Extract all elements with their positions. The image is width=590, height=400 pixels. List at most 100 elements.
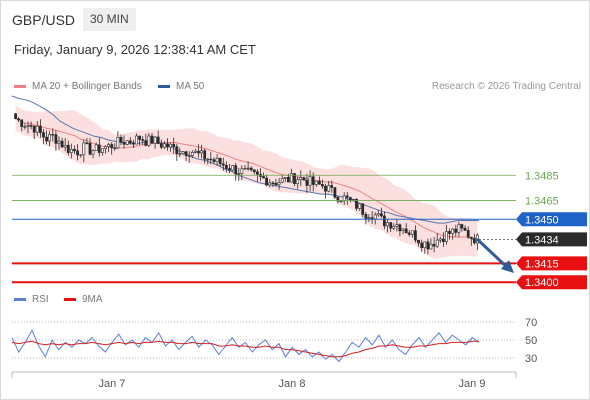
candle bbox=[82, 139, 86, 163]
candle bbox=[57, 136, 61, 150]
target-badge-1-3400 bbox=[516, 275, 587, 290]
candle bbox=[184, 150, 188, 162]
candle bbox=[141, 136, 145, 145]
candle-body-up bbox=[289, 173, 293, 183]
x-tick-jan9: Jan 9 bbox=[459, 378, 486, 390]
candle bbox=[345, 191, 349, 205]
candle bbox=[376, 210, 380, 217]
timeframe-button[interactable]: 30 MIN bbox=[83, 8, 136, 31]
candle bbox=[163, 141, 166, 149]
candle bbox=[333, 187, 337, 199]
candle-body-down bbox=[454, 228, 458, 233]
candle-body-down bbox=[42, 132, 45, 138]
candle bbox=[200, 144, 204, 159]
candle bbox=[395, 218, 399, 232]
candle-body-down bbox=[348, 197, 352, 201]
candle bbox=[190, 150, 194, 159]
candle-body-down bbox=[413, 230, 417, 241]
candle-body-down bbox=[460, 224, 464, 229]
candle bbox=[265, 174, 269, 187]
candle bbox=[457, 221, 461, 238]
candle bbox=[60, 137, 64, 148]
candle-body-up bbox=[386, 222, 389, 227]
candle-body-down bbox=[138, 135, 142, 140]
candle bbox=[454, 224, 458, 237]
rsi-swatch bbox=[14, 297, 26, 301]
candle-body-up bbox=[339, 200, 343, 202]
candle-body-up bbox=[153, 136, 157, 144]
candle bbox=[413, 225, 417, 243]
candle bbox=[132, 139, 135, 148]
candle-body-up bbox=[169, 143, 173, 148]
candle-body-down bbox=[302, 177, 306, 181]
candle bbox=[194, 148, 197, 154]
candle-body-down bbox=[113, 147, 117, 149]
candle-body-down bbox=[398, 224, 402, 232]
candle-body-down bbox=[265, 177, 269, 186]
candle bbox=[420, 239, 424, 252]
candle-body-down bbox=[45, 136, 49, 142]
candle-body-down bbox=[355, 199, 358, 209]
candle-body-up bbox=[107, 144, 111, 147]
candle bbox=[389, 221, 393, 232]
candle bbox=[444, 224, 448, 245]
candle bbox=[302, 176, 306, 181]
candle bbox=[159, 139, 163, 150]
candle-body-up bbox=[187, 155, 191, 157]
candle-body-up bbox=[200, 150, 204, 154]
candle-body-down bbox=[218, 158, 222, 165]
rsi-tick-70: 70 bbox=[525, 317, 537, 329]
candle bbox=[221, 157, 225, 171]
candle bbox=[38, 119, 42, 138]
candle bbox=[367, 214, 371, 223]
candle-body-down bbox=[32, 125, 36, 133]
candle-body-up bbox=[125, 140, 129, 145]
candle-body-down bbox=[274, 182, 278, 186]
candle-body-down bbox=[252, 169, 256, 173]
candle-body-up bbox=[35, 125, 39, 133]
candle-body-down bbox=[51, 134, 55, 136]
candle-body-down bbox=[293, 173, 296, 185]
candle bbox=[320, 179, 324, 189]
forecast-arrow-shaft bbox=[475, 237, 511, 271]
symbol-label: GBP/USD bbox=[12, 12, 76, 28]
last-price-badge bbox=[516, 232, 587, 247]
candle-body-up bbox=[392, 226, 396, 229]
candle-body-up bbox=[438, 238, 442, 241]
ma50-swatch bbox=[158, 84, 170, 88]
candle-body-down bbox=[97, 144, 101, 153]
candle-body-up bbox=[296, 179, 300, 185]
candle-body-down bbox=[320, 184, 324, 187]
candle bbox=[435, 233, 439, 248]
candle bbox=[166, 138, 169, 151]
candle-body-down bbox=[209, 158, 213, 161]
candle bbox=[451, 227, 455, 240]
candle-body-down bbox=[370, 217, 374, 220]
candle-body-down bbox=[20, 119, 24, 128]
candle-body-down bbox=[197, 150, 200, 154]
candle bbox=[432, 236, 436, 253]
ma50-line bbox=[11, 95, 479, 224]
candle-body-up bbox=[373, 214, 377, 220]
candle bbox=[237, 167, 241, 181]
candle bbox=[305, 173, 309, 193]
candle bbox=[382, 211, 386, 230]
candle-body-down bbox=[262, 176, 265, 179]
candle-body-down bbox=[85, 142, 89, 144]
candle-body-down bbox=[469, 236, 473, 239]
candle-body-up bbox=[367, 217, 371, 219]
rsi-tick-50: 50 bbox=[525, 335, 537, 347]
candle bbox=[283, 177, 287, 183]
candle-body-down bbox=[110, 144, 114, 149]
candle bbox=[110, 142, 114, 155]
legend-ma20-label: MA 20 + Bollinger Bands bbox=[32, 81, 142, 92]
legend-ma50-label: MA 50 bbox=[176, 81, 205, 92]
candle bbox=[225, 161, 228, 173]
candle-body-down bbox=[463, 227, 467, 231]
candle-body-down bbox=[119, 137, 123, 143]
candle-body-down bbox=[159, 143, 163, 148]
candle bbox=[243, 165, 247, 170]
candle bbox=[231, 165, 235, 172]
